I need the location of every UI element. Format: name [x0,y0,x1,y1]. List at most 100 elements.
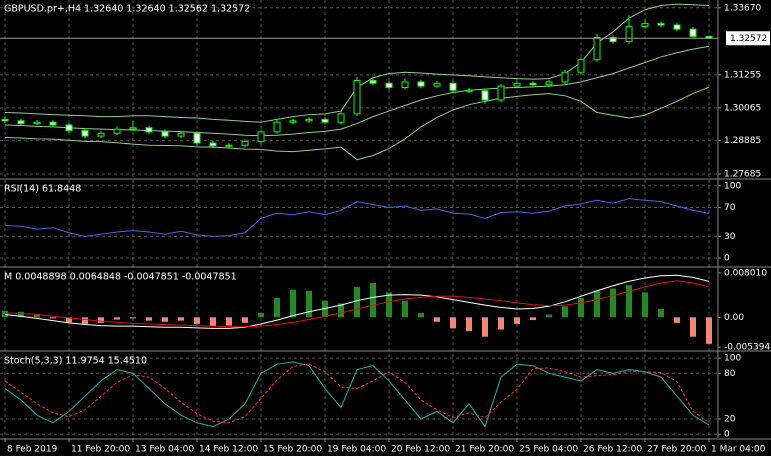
candle-body [545,81,553,86]
candle-body [529,82,537,86]
y-tick-label: 0.008010 [724,268,767,278]
y-tick-label: 100 [724,181,741,191]
candle-body [481,90,489,101]
y-tick-label: 80 [724,369,736,379]
candle-body [401,81,409,88]
histogram-bar [434,317,440,322]
candle-body [321,118,329,123]
histogram-bar [642,292,648,318]
candle-body [369,80,377,84]
histogram-bar [322,300,328,318]
histogram-bar [658,309,664,318]
candle-body [225,144,233,147]
candle-body [657,23,665,26]
histogram-bar [194,317,200,324]
y-tick-label: 70 [724,203,736,213]
histogram-bar [226,317,232,326]
panel-title: RSI(14) 61.8448 [4,184,81,195]
x-tick-label: 1 Mar 04:00 [711,445,766,455]
x-tick-label: 13 Feb 04:00 [135,445,194,455]
histogram-bar [274,297,280,318]
histogram-bar [402,300,408,318]
stoch-line [4,363,710,424]
candle-body [625,25,633,43]
bollinger-lower [4,86,710,161]
histogram-bar [2,310,8,318]
candle-body [97,132,105,137]
y-tick-label: 20 [724,414,736,424]
histogram-bar [290,289,296,318]
candle-body [17,120,25,125]
candle-body [65,124,73,132]
y-tick-label: 1.28885 [724,136,761,146]
current-price-box [726,31,770,46]
histogram-bar [578,297,584,318]
candle-body [257,131,265,143]
candle-body [577,59,585,73]
y-tick-label: 1.30065 [724,103,761,113]
candle-body [513,82,521,87]
candle-body [465,89,473,92]
candle-body [497,85,505,101]
candle-body [193,132,201,144]
rsi-line [4,198,710,237]
y-tick-label: -0.005394 [724,343,770,353]
y-tick-label: 1.27685 [724,169,761,179]
histogram-bar [306,290,312,318]
histogram-bar [338,303,344,318]
x-tick-label: 21 Feb 20:00 [455,445,514,455]
histogram-bar [594,290,600,318]
histogram-bar [466,317,472,332]
histogram-bar [130,317,136,319]
candle-body [449,82,457,91]
x-tick-label: 19 Feb 04:00 [327,445,386,455]
histogram-bar [210,317,216,327]
x-tick-label: 15 Feb 20:00 [263,445,322,455]
candle-body [417,81,425,87]
histogram-bar [178,317,184,321]
candle-body [81,130,89,137]
histogram-bar [514,317,520,324]
candle-body [273,121,281,133]
candle-body [209,142,217,147]
candle-body [353,80,361,115]
histogram-bar [98,317,104,323]
histogram-bar [482,317,488,337]
candle-body [673,24,681,30]
x-tick-label: 20 Feb 12:00 [391,445,450,455]
histogram-bar [418,312,424,318]
x-tick-label: 26 Feb 12:00 [583,445,642,455]
histogram-bar [546,314,552,318]
y-tick-label: 30 [724,232,736,242]
histogram-bar [34,313,40,318]
candle-body [145,127,153,133]
panel-title: GBPUSD.pr+,H4 1.32640 1.32640 1.32562 1.… [4,4,250,15]
candle-body [609,36,617,43]
histogram-bar [386,292,392,318]
y-tick-label: 0.00 [724,313,744,323]
macd-line [4,274,710,329]
candle-body [689,28,697,37]
y-tick-label: 1.31255 [724,70,761,80]
histogram-bar [498,317,504,330]
x-tick-label: 27 Feb 20:00 [647,445,706,455]
histogram-bar [242,317,248,323]
candle-body [113,128,121,134]
y-tick-label: 100 [724,354,741,364]
histogram-bar [114,317,120,320]
candle-body [385,82,393,88]
histogram-bar [146,317,152,321]
candle-body [33,121,41,125]
histogram-bar [258,312,264,318]
histogram-bar [50,317,56,319]
x-tick-label: 14 Feb 12:00 [199,445,258,455]
histogram-bar [674,317,680,323]
candle-body [433,82,441,87]
panel-title: Stoch(5,3,3) 11.9754 15.4510 [4,356,147,367]
x-tick-label: 25 Feb 04:00 [519,445,578,455]
candle-body [129,127,137,130]
candle-body [161,131,169,137]
y-tick-label: 1.33670 [724,3,761,13]
